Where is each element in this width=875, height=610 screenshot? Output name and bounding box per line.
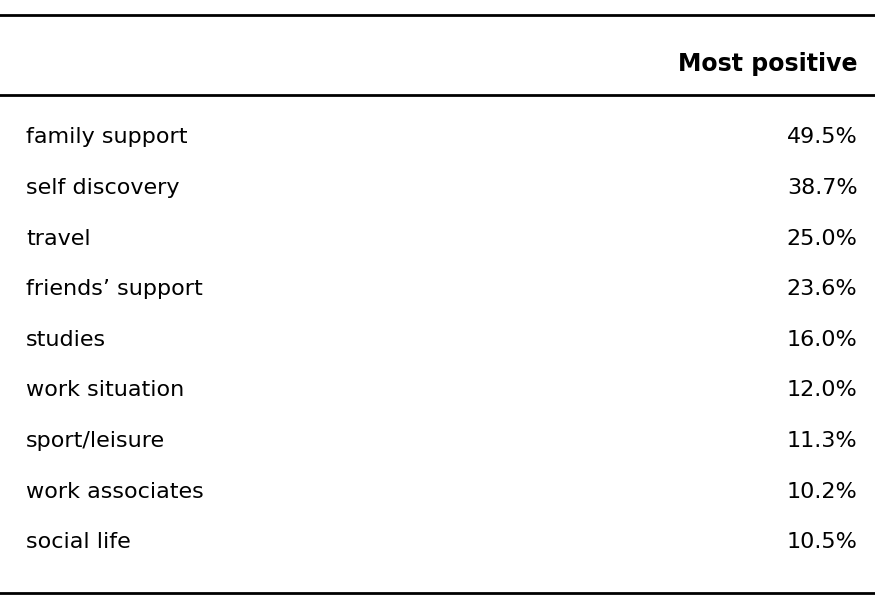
Text: 23.6%: 23.6% xyxy=(787,279,858,299)
Text: 25.0%: 25.0% xyxy=(787,229,858,248)
Text: work situation: work situation xyxy=(26,381,185,400)
Text: 10.2%: 10.2% xyxy=(787,482,858,501)
Text: 16.0%: 16.0% xyxy=(787,330,858,350)
Text: 38.7%: 38.7% xyxy=(787,178,858,198)
Text: travel: travel xyxy=(26,229,91,248)
Text: self discovery: self discovery xyxy=(26,178,179,198)
Text: 12.0%: 12.0% xyxy=(787,381,858,400)
Text: sport/leisure: sport/leisure xyxy=(26,431,165,451)
Text: work associates: work associates xyxy=(26,482,204,501)
Text: 11.3%: 11.3% xyxy=(787,431,858,451)
Text: 49.5%: 49.5% xyxy=(787,127,858,147)
Text: social life: social life xyxy=(26,533,131,552)
Text: studies: studies xyxy=(26,330,107,350)
Text: Most positive: Most positive xyxy=(678,52,858,76)
Text: friends’ support: friends’ support xyxy=(26,279,203,299)
Text: 10.5%: 10.5% xyxy=(787,533,858,552)
Text: family support: family support xyxy=(26,127,188,147)
